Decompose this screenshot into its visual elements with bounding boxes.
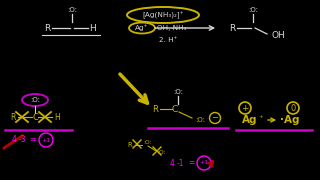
Text: ·Ag: ·Ag <box>280 115 300 125</box>
Text: +1: +1 <box>41 138 51 143</box>
Text: -1: -1 <box>176 159 184 168</box>
Text: Ag: Ag <box>242 115 258 125</box>
Text: H: H <box>90 24 96 33</box>
Text: 2. H⁺: 2. H⁺ <box>159 37 177 43</box>
Text: :O:: :O: <box>195 117 205 123</box>
Text: H: H <box>54 112 60 122</box>
Text: -3: -3 <box>18 136 26 145</box>
Text: 4: 4 <box>170 159 174 168</box>
Text: OH, NH₃: OH, NH₃ <box>157 25 187 31</box>
Text: C: C <box>32 112 38 122</box>
Text: 4: 4 <box>12 136 16 145</box>
Text: ⁺: ⁺ <box>259 114 263 123</box>
Text: +1: +1 <box>199 161 209 165</box>
Text: C: C <box>172 105 178 114</box>
Text: R: R <box>229 24 235 33</box>
Text: R: R <box>10 112 16 122</box>
Text: :O:: :O: <box>30 97 40 103</box>
Text: 0: 0 <box>290 103 296 112</box>
Text: :O:: :O: <box>248 7 258 13</box>
Text: +: + <box>241 103 249 112</box>
Text: :O:: :O: <box>144 140 152 145</box>
Text: =: = <box>29 136 35 145</box>
Text: :O:: :O: <box>158 150 166 156</box>
Text: =: = <box>188 159 194 168</box>
Text: OH: OH <box>271 30 285 39</box>
Text: −: − <box>212 114 219 123</box>
Text: R: R <box>152 105 158 114</box>
Text: R: R <box>128 142 132 148</box>
Text: R: R <box>44 24 50 33</box>
Text: :O:: :O: <box>173 89 183 95</box>
Text: Ag⁺: Ag⁺ <box>135 25 149 31</box>
Text: [Ag(NH₃)₂]⁺: [Ag(NH₃)₂]⁺ <box>142 11 184 19</box>
Text: :O:: :O: <box>67 7 77 13</box>
